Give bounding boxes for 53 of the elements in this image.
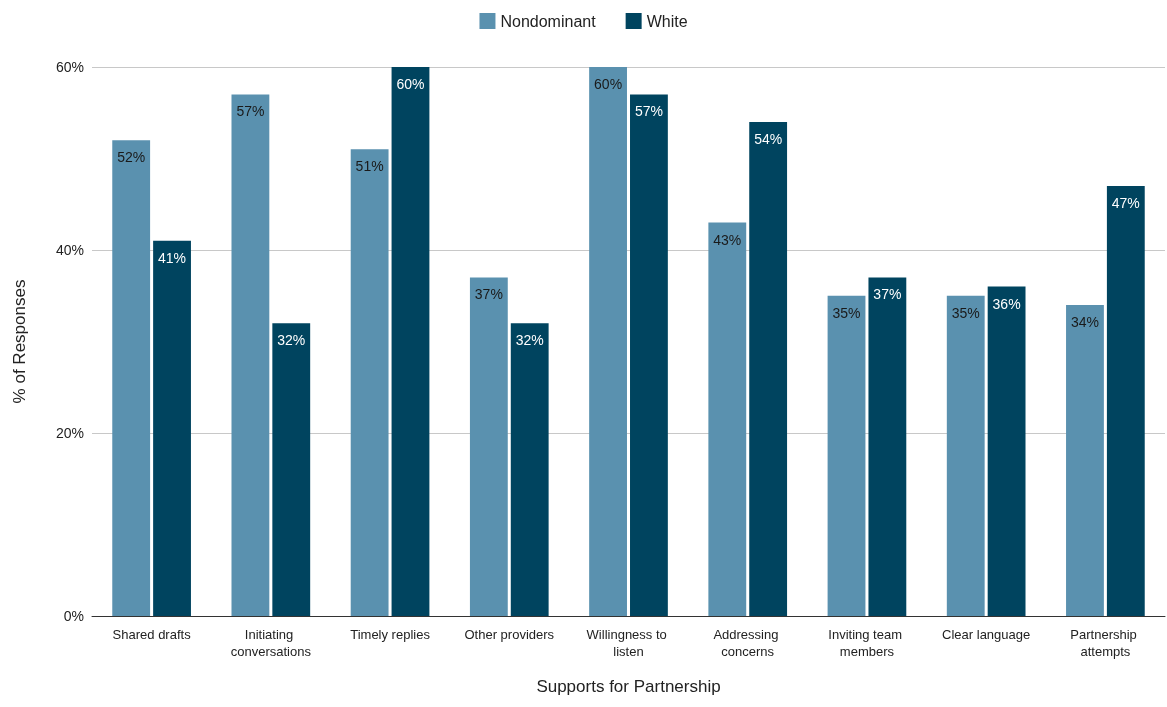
data-label: 60% bbox=[396, 76, 425, 92]
data-label: 54% bbox=[754, 130, 783, 147]
bar bbox=[510, 323, 549, 616]
data-label: 32% bbox=[515, 332, 544, 349]
data-label: 52% bbox=[117, 149, 146, 166]
legend-label: White bbox=[646, 12, 688, 30]
bar bbox=[749, 121, 788, 616]
bar bbox=[630, 94, 668, 616]
x-tick-label: Initiating conversations bbox=[230, 627, 312, 659]
x-axis-title: Supports for Partnership bbox=[536, 677, 721, 696]
data-label: 37% bbox=[873, 286, 902, 303]
data-label: 35% bbox=[832, 304, 861, 321]
y-axis-title: % of Responses bbox=[10, 279, 29, 404]
data-label: 35% bbox=[951, 304, 980, 321]
bar bbox=[1066, 304, 1104, 616]
data-label: 43% bbox=[713, 231, 742, 248]
legend-label: Nondominant bbox=[500, 12, 597, 30]
bar bbox=[868, 277, 907, 616]
data-label: 36% bbox=[992, 295, 1021, 312]
data-label: 47% bbox=[1111, 194, 1140, 211]
bar bbox=[987, 286, 1026, 616]
bar bbox=[112, 140, 151, 616]
x-tick-label: Timely replies bbox=[350, 627, 431, 642]
bar bbox=[827, 295, 866, 616]
x-tick-label: Inviting team members bbox=[828, 627, 906, 659]
data-label: 51% bbox=[355, 158, 384, 175]
bar bbox=[350, 149, 389, 616]
data-label: 60% bbox=[594, 76, 623, 92]
data-label: 57% bbox=[634, 103, 663, 120]
data-label: 32% bbox=[277, 332, 306, 349]
bar bbox=[708, 222, 747, 616]
bar bbox=[1106, 185, 1145, 616]
y-tick-label: 0% bbox=[63, 608, 84, 624]
x-tick-label: Shared drafts bbox=[112, 627, 192, 642]
bar bbox=[589, 67, 627, 616]
bar bbox=[469, 277, 508, 616]
data-label: 37% bbox=[474, 286, 503, 303]
x-tick-label: Other providers bbox=[464, 627, 555, 642]
bar bbox=[391, 67, 430, 616]
x-tick-label: Clear language bbox=[942, 627, 1031, 642]
y-tick-label: 60% bbox=[55, 59, 84, 75]
bar bbox=[231, 94, 270, 616]
x-tick-label: Willingness to listen bbox=[586, 627, 671, 659]
data-label: 41% bbox=[158, 249, 187, 266]
bar bbox=[946, 295, 985, 616]
data-label: 34% bbox=[1070, 313, 1099, 330]
x-tick-label: Partnership attempts bbox=[1070, 627, 1141, 659]
bar bbox=[153, 240, 191, 616]
y-tick-label: 20% bbox=[55, 425, 84, 441]
data-label: 57% bbox=[236, 103, 265, 120]
bar bbox=[272, 323, 311, 616]
x-tick-label: Addressing concerns bbox=[713, 627, 783, 659]
y-tick-label: 40% bbox=[55, 242, 84, 258]
